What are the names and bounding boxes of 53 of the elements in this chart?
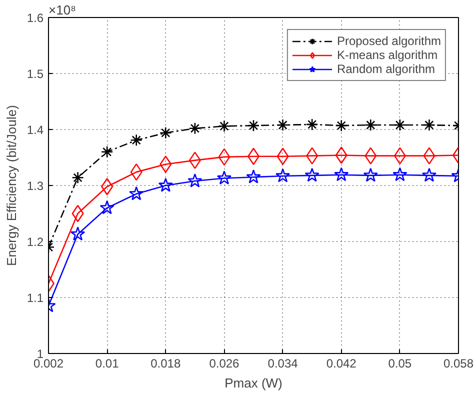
point: [70, 226, 86, 241]
point: [160, 156, 172, 173]
point: [394, 147, 406, 164]
x-tick-label: 0.05: [388, 356, 412, 370]
legend-label: Random algorithm: [336, 62, 435, 76]
y-tick-label: 1.5: [26, 67, 44, 81]
point: [423, 118, 436, 132]
x-tick-label: 0.034: [268, 356, 298, 370]
point: [246, 169, 261, 184]
point: [394, 118, 406, 132]
point: [334, 167, 349, 182]
y-tick-label: 1.2: [26, 235, 44, 249]
point: [247, 119, 260, 132]
point: [129, 186, 144, 200]
y-tick-label: 1.6: [26, 11, 44, 25]
point: [423, 147, 436, 164]
point: [363, 168, 378, 182]
x-tick-label: 0.026: [209, 356, 240, 370]
point: [306, 147, 318, 164]
annotation: ×10⁸: [48, 2, 76, 18]
point: [304, 168, 320, 182]
y-tick-label: 1.3: [26, 179, 44, 193]
point: [364, 118, 377, 132]
point: [188, 122, 202, 135]
point: [364, 147, 377, 164]
x-tick-label: 0.042: [326, 356, 357, 370]
legend-label: Proposed algorithm: [336, 34, 441, 48]
point: [335, 119, 348, 132]
point: [159, 126, 172, 140]
point: [218, 120, 230, 132]
point: [306, 118, 318, 131]
point: [276, 118, 289, 132]
point: [275, 168, 290, 182]
point: [422, 168, 437, 182]
y-tick-label: 1.1: [26, 291, 44, 305]
point: [216, 170, 232, 185]
point: [72, 172, 84, 184]
point: [392, 167, 408, 182]
x-tick-label: 0.058: [443, 356, 474, 370]
point: [158, 178, 173, 192]
x-tick-label: 0.002: [33, 356, 64, 370]
point: [100, 146, 114, 158]
point: [100, 200, 114, 214]
y-tick-label: 1.4: [26, 123, 44, 137]
point: [188, 152, 201, 169]
legend-label: K-means algorithm: [336, 48, 438, 62]
x-tick-label: 0.01: [95, 356, 120, 370]
x-axis-title: Pmax (W): [224, 376, 282, 390]
point: [130, 134, 143, 146]
point: [335, 146, 348, 164]
point: [188, 173, 202, 188]
x-tick-label: 0.018: [150, 356, 181, 370]
y-axis-title: Energy Efficiency (bit/Joule): [4, 105, 19, 266]
